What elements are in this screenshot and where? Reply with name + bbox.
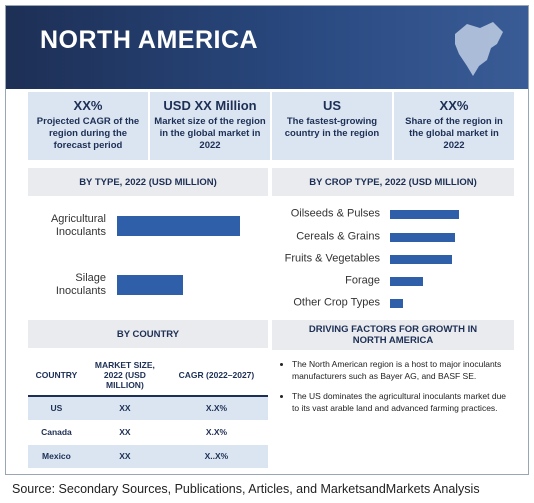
bar bbox=[390, 298, 403, 308]
stat-value: US bbox=[322, 98, 342, 113]
th: CAGR (2022–2027) bbox=[178, 369, 255, 380]
cell: XX bbox=[119, 451, 131, 461]
category-label: Fruits & Vegetables bbox=[284, 252, 380, 265]
bar bbox=[390, 276, 423, 286]
category-label: Agricultural Inoculants bbox=[50, 213, 106, 238]
th: MARKET SIZE, 2022 (USD MILLION) bbox=[94, 359, 155, 390]
category-label: Forage bbox=[345, 274, 380, 287]
stat-box: US The fastest-growing country in the reg… bbox=[272, 92, 392, 160]
bar bbox=[117, 216, 240, 236]
driver-item: The US dominates the agricultural inocul… bbox=[292, 390, 510, 414]
th: COUNTRY bbox=[35, 369, 78, 380]
map-icon bbox=[455, 22, 503, 76]
title: NORTH AMERICA bbox=[40, 26, 259, 54]
drivers-title: DRIVING FACTORS FOR GROWTH IN NORTH AMER… bbox=[272, 320, 514, 350]
country-table: COUNTRY MARKET SIZE, 2022 (USD MILLION) … bbox=[28, 354, 268, 469]
table-row: Canada XX X.X% bbox=[28, 420, 268, 444]
bar bbox=[390, 209, 459, 219]
stat-value: XX% bbox=[73, 98, 103, 113]
stat-box: XX% Share of the region in the global mar… bbox=[394, 92, 514, 160]
bar bbox=[117, 275, 183, 295]
stat-label: Projected CAGR of the region during the … bbox=[36, 116, 140, 151]
stat-label: Share of the region in the global market… bbox=[405, 116, 503, 151]
driver-item: The North American region is a host to m… bbox=[292, 358, 510, 382]
table-header: COUNTRY MARKET SIZE, 2022 (USD MILLION) … bbox=[28, 354, 268, 396]
cell: US bbox=[50, 403, 63, 414]
cell: XX bbox=[119, 403, 131, 414]
category-label: Other Crop Types bbox=[293, 296, 380, 309]
chart-title: BY CROP TYPE, 2022 (USD MILLION) bbox=[272, 168, 514, 196]
table-row: US XX X.X% bbox=[28, 396, 268, 420]
cell: X..X% bbox=[204, 451, 229, 461]
stat-box: USD XX Million Market size of the region … bbox=[150, 92, 270, 160]
drivers: The North American region is a host to m… bbox=[280, 358, 510, 422]
frame bbox=[5, 5, 529, 475]
stat-label: The fastest-growing country in the regio… bbox=[284, 116, 380, 139]
cell: X.X% bbox=[205, 427, 228, 437]
source: Source: Secondary Sources, Publications,… bbox=[12, 482, 480, 496]
bar bbox=[390, 232, 455, 242]
chart-title: BY TYPE, 2022 (USD MILLION) bbox=[28, 168, 268, 196]
cell: X.X% bbox=[205, 403, 228, 414]
table-title: BY COUNTRY bbox=[28, 320, 268, 348]
cell: XX bbox=[119, 427, 131, 437]
category-label: Cereals & Grains bbox=[296, 230, 380, 243]
stat-value: USD XX Million bbox=[163, 98, 257, 113]
stat-value: XX% bbox=[439, 98, 469, 113]
stat-label: Market size of the region in the global … bbox=[154, 116, 266, 151]
category-label: Oilseeds & Pulses bbox=[290, 207, 380, 220]
cell: Mexico bbox=[42, 451, 71, 461]
stat-box: XX% Projected CAGR of the region during t… bbox=[28, 92, 148, 160]
bar bbox=[390, 254, 452, 264]
category-label: Silage Inoculants bbox=[55, 272, 106, 297]
header-band bbox=[6, 6, 528, 89]
cell: Canada bbox=[41, 427, 72, 437]
table-row: Mexico XX X..X% bbox=[28, 444, 268, 468]
